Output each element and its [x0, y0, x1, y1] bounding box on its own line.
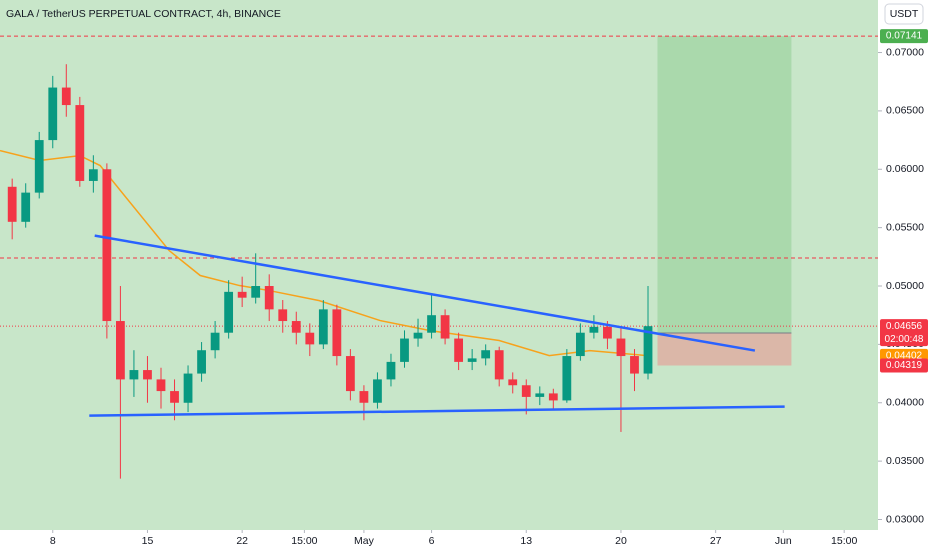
- candle-body: [373, 379, 382, 403]
- candle-body: [34, 140, 44, 193]
- x-tick-label: 6: [429, 535, 435, 547]
- y-tick-label: 0.05000: [886, 280, 924, 292]
- candle-body: [21, 192, 31, 222]
- price-badge: [880, 319, 928, 347]
- candle-body: [427, 315, 436, 333]
- price-axis: [878, 0, 932, 550]
- price-badge: [880, 29, 928, 44]
- candle-body: [467, 358, 477, 362]
- candle-body: [291, 321, 301, 333]
- y-tick-label: 0.04000: [886, 397, 924, 409]
- x-tick-label: 13: [520, 535, 532, 547]
- candle-body: [197, 350, 206, 374]
- y-tick-label: 0.03000: [886, 513, 924, 525]
- candle-body: [88, 169, 98, 181]
- candle-body: [61, 87, 71, 106]
- x-tick-label: 27: [710, 535, 722, 547]
- x-tick-label: 20: [615, 535, 627, 547]
- candle-body: [237, 291, 247, 298]
- target-zone: [657, 36, 792, 334]
- candle-body: [345, 356, 355, 392]
- candle-body: [48, 87, 58, 141]
- candle-body: [400, 338, 409, 362]
- candle-body: [454, 338, 464, 362]
- candle-body: [562, 356, 572, 401]
- candle-body: [129, 370, 139, 380]
- candle-body: [616, 338, 626, 357]
- price-badge-label: 0.07141: [886, 31, 923, 42]
- currency-label[interactable]: USDT: [890, 8, 919, 20]
- candle-body: [116, 321, 125, 380]
- trendline: [89, 405, 785, 417]
- price-badge: [880, 358, 928, 373]
- candle-body: [264, 286, 274, 310]
- trendline: [94, 234, 756, 352]
- candle-body: [156, 379, 166, 392]
- candle-body: [521, 385, 531, 397]
- candle-body: [210, 332, 220, 351]
- price-badge-label: 0.04402: [886, 350, 923, 361]
- candle-body: [278, 309, 288, 322]
- candle-body: [332, 309, 342, 357]
- candle-body: [535, 393, 545, 397]
- x-tick-label: Jun: [775, 535, 792, 547]
- price-badge-label: 0.04656: [886, 321, 923, 332]
- y-tick-label: 0.03500: [886, 455, 924, 467]
- candle-body: [75, 105, 85, 181]
- candle-body: [589, 326, 599, 333]
- candle-body: [359, 391, 369, 403]
- candle-body: [548, 393, 558, 401]
- candle-body: [7, 186, 17, 222]
- countdown-label: 02:00:48: [885, 334, 924, 345]
- candle-body: [102, 169, 112, 322]
- candle-body: [318, 309, 328, 345]
- candle-body: [305, 332, 315, 345]
- x-tick-label: May: [354, 535, 375, 547]
- x-tick-label: 15:00: [291, 535, 317, 547]
- candle-body: [170, 391, 179, 403]
- candle-body: [440, 315, 450, 339]
- candle-body: [224, 291, 234, 333]
- candle-body: [183, 373, 193, 403]
- y-tick-label: 0.07000: [886, 46, 924, 58]
- time-axis: [0, 530, 878, 550]
- chart-title: GALA / TetherUS PERPETUAL CONTRACT, 4h, …: [6, 8, 281, 20]
- candle-body: [386, 361, 396, 380]
- x-tick-label: 22: [236, 535, 248, 547]
- y-tick-label: 0.06000: [886, 163, 924, 175]
- x-tick-label: 15: [142, 535, 154, 547]
- x-tick-label: 15:00: [831, 535, 857, 547]
- x-tick-label: 8: [50, 535, 56, 547]
- candle-body: [413, 332, 423, 339]
- candle-body: [494, 350, 504, 380]
- candle-body: [603, 326, 612, 339]
- y-tick-label: 0.05500: [886, 221, 924, 233]
- candle-body: [481, 350, 491, 359]
- price-badge-label: 0.04319: [886, 360, 923, 371]
- candle-body: [251, 286, 261, 298]
- candle-body: [508, 379, 518, 386]
- y-tick-label: 0.06500: [886, 105, 924, 117]
- candle-body: [630, 356, 639, 374]
- currency-button[interactable]: [884, 3, 924, 25]
- candle-body: [643, 326, 653, 374]
- candle-body: [575, 332, 585, 357]
- candle-body: [143, 370, 152, 380]
